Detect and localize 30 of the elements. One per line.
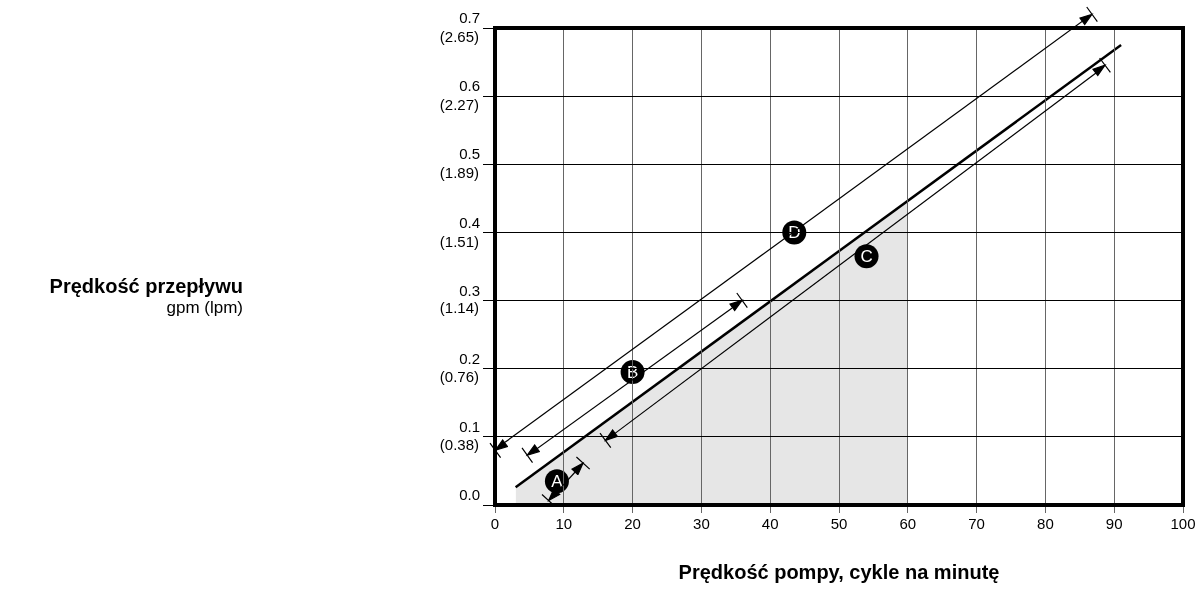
y2-tick-label: (1.51) bbox=[439, 232, 479, 250]
text: Prędkość przepływu gpm (lpm) bbox=[49, 275, 243, 319]
y-tick-label: 0.5 bbox=[459, 145, 480, 163]
x-axis-title: Prędkość pompy, cykle na minutę bbox=[678, 560, 1000, 583]
y-tick-label: 0.4 bbox=[459, 213, 480, 231]
x-tick-label: 0 bbox=[490, 515, 500, 533]
y-tick-label: 0.3 bbox=[459, 281, 480, 299]
y-tick-label: 0.0 bbox=[459, 486, 480, 504]
y-tick-label: 0.6 bbox=[459, 77, 480, 95]
y2-tick-label: (0.76) bbox=[439, 367, 479, 385]
x-tick-label: 70 bbox=[968, 515, 985, 533]
annotation: C bbox=[860, 246, 873, 266]
x-tick-label: 10 bbox=[555, 515, 573, 533]
y2-tick-label: (1.14) bbox=[439, 299, 479, 317]
x-tick-label: 20 bbox=[624, 515, 641, 533]
annotation: A bbox=[551, 471, 564, 491]
y2-tick-label: (1.89) bbox=[439, 164, 479, 182]
y2-tick-label: (2.65) bbox=[439, 27, 479, 45]
x-tick-label: 80 bbox=[1037, 515, 1054, 533]
x-tick-label: 40 bbox=[761, 515, 779, 533]
y2-tick-label: (2.27) bbox=[439, 96, 479, 114]
x-tick-label: 100 bbox=[1170, 515, 1196, 533]
y-tick-label: 0.7 bbox=[459, 9, 480, 27]
y-tick-label: 0.1 bbox=[459, 418, 480, 435]
y2-tick-label: (0.38) bbox=[439, 436, 479, 454]
x-tick-label: 50 bbox=[830, 515, 848, 533]
y-tick-label: 0.2 bbox=[459, 349, 480, 367]
x-tick-label: 30 bbox=[693, 515, 710, 533]
x-tick-label: 90 bbox=[1105, 515, 1123, 533]
x-tick-label: 60 bbox=[899, 515, 917, 533]
